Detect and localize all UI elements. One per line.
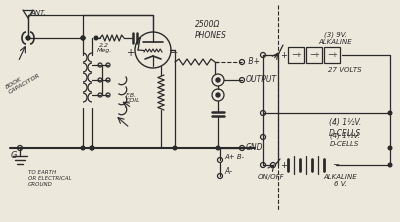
Bar <box>324 47 340 63</box>
Text: (4) 1½V.
D-CELLS: (4) 1½V. D-CELLS <box>330 133 360 147</box>
Text: F.B.
COIL: F.B. COIL <box>126 93 141 103</box>
Circle shape <box>388 111 392 115</box>
Text: B+: B+ <box>246 57 260 67</box>
Text: +: + <box>331 52 337 58</box>
Text: −: − <box>291 52 297 58</box>
Text: OUTPUT: OUTPUT <box>246 75 277 85</box>
Text: A+ B-: A+ B- <box>224 154 244 160</box>
Text: GND.: GND. <box>246 143 266 153</box>
Text: −: − <box>332 161 339 170</box>
Text: +: + <box>280 50 287 59</box>
Text: G: G <box>11 151 17 159</box>
Text: ON/OFF: ON/OFF <box>258 174 284 180</box>
Bar <box>306 47 322 63</box>
Circle shape <box>90 146 94 150</box>
Circle shape <box>388 163 392 167</box>
Circle shape <box>26 36 30 40</box>
Text: TO EARTH
OR ELECTRICAL
GROUND: TO EARTH OR ELECTRICAL GROUND <box>28 170 72 187</box>
Text: 27 VOLTS: 27 VOLTS <box>328 67 362 73</box>
Text: −: − <box>309 52 315 58</box>
Circle shape <box>388 146 392 150</box>
Text: +: + <box>280 161 287 170</box>
Circle shape <box>26 36 30 40</box>
Circle shape <box>216 146 220 150</box>
Text: ANT.: ANT. <box>30 10 46 16</box>
Circle shape <box>216 93 220 97</box>
Circle shape <box>81 146 85 150</box>
Circle shape <box>81 36 85 40</box>
Text: ALKALINE
6 V.: ALKALINE 6 V. <box>323 174 357 186</box>
Text: (3) 9V.
ALKALINE: (3) 9V. ALKALINE <box>318 31 352 45</box>
Bar <box>288 47 304 63</box>
Text: 2500Ω
PHONES: 2500Ω PHONES <box>195 20 227 40</box>
Circle shape <box>173 146 177 150</box>
Circle shape <box>90 146 94 150</box>
Text: +: + <box>313 52 319 58</box>
Text: (4) 1½V.
D-CELLS: (4) 1½V. D-CELLS <box>329 118 361 138</box>
Text: −: − <box>170 48 178 58</box>
Circle shape <box>94 36 98 40</box>
Text: A-: A- <box>224 168 232 176</box>
Text: BOOK
CAPACITOR: BOOK CAPACITOR <box>5 68 41 95</box>
Text: 2.2
Meg.: 2.2 Meg. <box>96 43 112 54</box>
Text: +: + <box>127 48 135 58</box>
Circle shape <box>81 36 85 40</box>
Circle shape <box>216 78 220 82</box>
Text: +: + <box>295 52 301 58</box>
Circle shape <box>81 36 85 40</box>
Text: −: − <box>327 52 333 58</box>
